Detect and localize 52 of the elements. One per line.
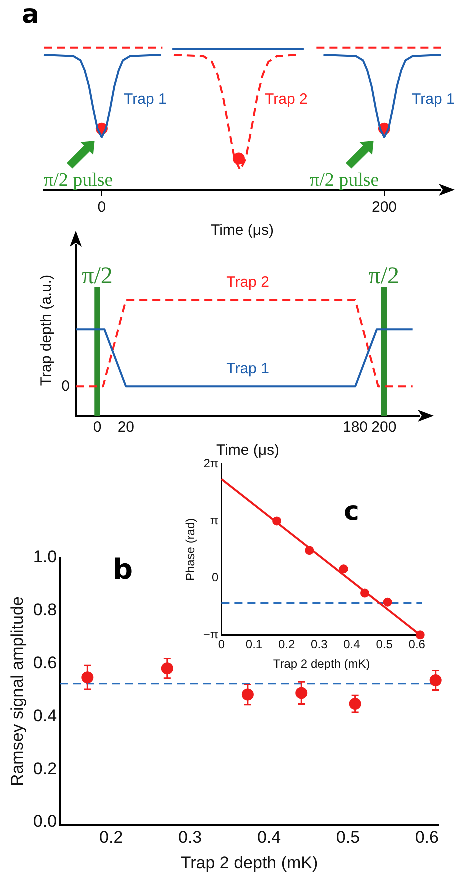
x-tick-label: 0.4 bbox=[257, 828, 282, 848]
x-tick-label: 0.2 bbox=[100, 828, 124, 848]
y-tick-label: 0 bbox=[212, 570, 219, 585]
text: Trap 1 bbox=[412, 91, 455, 108]
x-axis-title: Time (μs) bbox=[210, 222, 274, 240]
y-axis-title: Ramsey signal amplitude bbox=[8, 596, 27, 787]
point bbox=[360, 588, 370, 598]
chart-title: b bbox=[113, 553, 134, 586]
y-axis-title: Phase (rad) bbox=[184, 518, 198, 582]
point bbox=[339, 564, 348, 574]
y-tick-label: 0.4 bbox=[33, 706, 58, 726]
x-tick-label: 180 bbox=[342, 419, 368, 436]
y-axis-title: Trap depth (a.u.) bbox=[38, 274, 56, 386]
x-tick-label: 0.4 bbox=[344, 638, 361, 652]
point bbox=[416, 630, 425, 640]
x-tick-label: 0.6 bbox=[415, 828, 439, 848]
x-axis-title: Trap 2 depth (mK) bbox=[273, 657, 370, 672]
x-axis-title: Time (μs) bbox=[216, 442, 280, 460]
x-tick-label: 0.2 bbox=[278, 638, 296, 652]
y-tick-label: 0.2 bbox=[33, 759, 58, 778]
x-tick-label: 200 bbox=[372, 199, 398, 216]
annotation: π/2 pulse bbox=[310, 170, 380, 191]
point bbox=[272, 516, 282, 526]
series-label: Trap 1 bbox=[226, 360, 270, 378]
x-tick-label: 0.6 bbox=[408, 638, 426, 652]
band-label: π/2 bbox=[368, 263, 400, 290]
x-tick-label: 0.5 bbox=[336, 828, 360, 848]
y-tick-label: 1.0 bbox=[33, 548, 58, 567]
text: c bbox=[344, 497, 360, 527]
y-tick-label: 2π bbox=[204, 456, 219, 471]
series-label: Trap 2 bbox=[226, 274, 270, 291]
x-tick-label: 200 bbox=[372, 419, 397, 436]
series-label: Trap 1 bbox=[124, 91, 167, 108]
y-tick-label: 0.8 bbox=[33, 600, 58, 620]
y-tick-label: π bbox=[210, 514, 219, 528]
chart-title: a bbox=[22, 0, 40, 30]
x-tick-label: 0.3 bbox=[311, 638, 328, 652]
y-tick-label: −π bbox=[203, 628, 219, 642]
y-tick-label: 0.0 bbox=[33, 812, 58, 832]
point bbox=[383, 598, 392, 607]
x-axis-title: Trap 2 depth (mK) bbox=[180, 853, 318, 872]
x-tick-label: 0 bbox=[93, 419, 102, 436]
point bbox=[305, 546, 314, 556]
series-label: Trap 2 bbox=[265, 91, 308, 108]
text: 0 bbox=[62, 378, 70, 395]
annotation: π/2 pulse bbox=[44, 170, 114, 191]
x-tick-label: 20 bbox=[118, 419, 135, 436]
band-label: π/2 bbox=[82, 263, 113, 290]
x-tick-label: 0.3 bbox=[178, 828, 202, 848]
x-tick-label: 0.1 bbox=[246, 638, 263, 652]
y-tick-label: 0.6 bbox=[33, 654, 58, 673]
x-tick-label: 0.5 bbox=[376, 638, 394, 652]
